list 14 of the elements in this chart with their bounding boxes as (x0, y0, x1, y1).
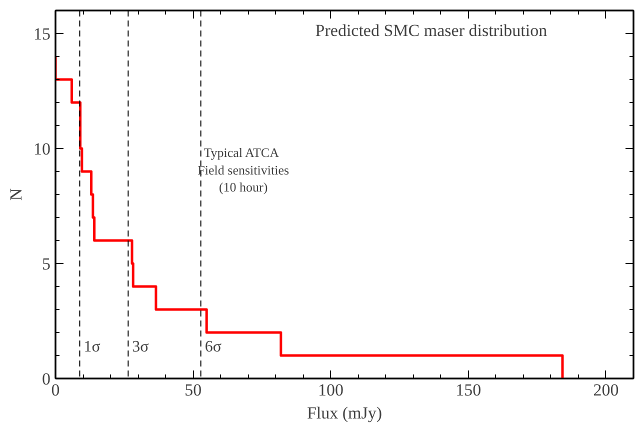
x-tick-label: 50 (184, 380, 202, 400)
y-tick-label: 15 (34, 24, 50, 44)
x-axis-title: Flux (mJy) (306, 404, 382, 422)
annotation: Typical ATCA Field sensitivities (10 hour) (198, 145, 290, 194)
x-tick-label: 200 (593, 380, 619, 400)
y-tick-label: 5 (42, 254, 50, 274)
ref-line-label: 3σ (132, 338, 150, 356)
ref-line-label: 6σ (204, 338, 222, 356)
x-tick-label: 150 (456, 380, 482, 400)
y-axis-title: N (6, 188, 26, 201)
y-tick-label: 10 (34, 140, 50, 158)
x-tick-label: 100 (318, 380, 344, 400)
text: Predicted SMC maser distribution (315, 20, 548, 40)
ref-line-label: 1σ (84, 338, 101, 356)
